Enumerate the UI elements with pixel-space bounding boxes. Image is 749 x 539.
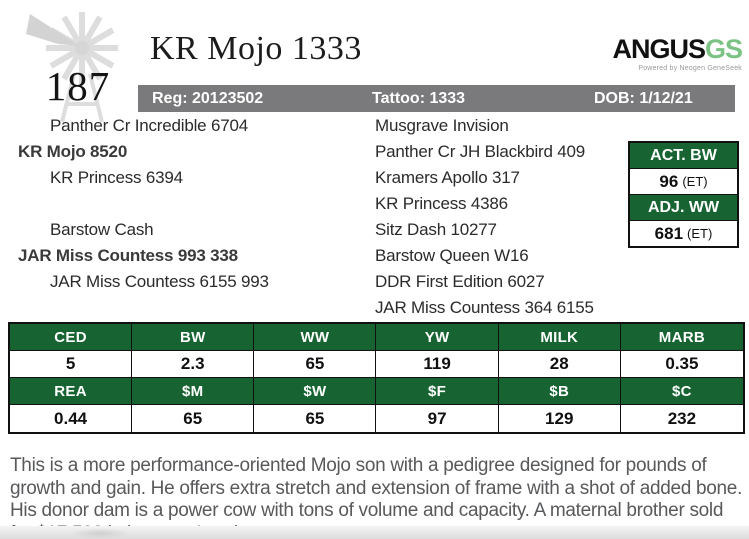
epd-header-dollar-w: $W: [254, 378, 377, 405]
reg-number: Reg: 20123502: [152, 90, 264, 107]
adj-ww-value: 681 (ET): [630, 221, 737, 246]
act-bw-header: ACT. BW: [630, 143, 737, 169]
pedigree-sire-grandsire: Panther Cr Incredible 6704: [50, 116, 248, 135]
epd-value-yw: 119: [376, 351, 499, 378]
gs-logo-text: GS: [704, 34, 743, 64]
birth-date: DOB: 1/12/21: [594, 90, 693, 107]
epd-header-yw: YW: [376, 324, 499, 351]
epd-value-milk: 28: [498, 351, 621, 378]
epd-value-dollar-f: 97: [376, 405, 499, 432]
windmill-logo-watermark: [26, 12, 118, 123]
act-bw-number: 96: [659, 171, 679, 191]
epd-value-bw: 2.3: [132, 351, 255, 378]
act-bw-value: 96 (ET): [630, 169, 737, 195]
pedigree-ancestor: JAR Miss Countess 364 6155: [375, 298, 594, 317]
epd-header-dollar-c: $C: [620, 378, 743, 405]
pedigree-sire: KR Mojo 8520: [18, 142, 128, 161]
pedigree-dam-grandsire: Barstow Cash: [50, 220, 154, 239]
logo-wordmark: ANGUSGS: [612, 34, 743, 64]
epd-header-milk: MILK: [498, 324, 621, 351]
pedigree-ancestor: Panther Cr JH Blackbird 409: [375, 142, 586, 161]
lot-number: 187: [45, 63, 111, 109]
tattoo-number: Tattoo: 1333: [372, 90, 466, 107]
pedigree-ancestor: Musgrave Invision: [375, 116, 509, 135]
next-page-edge: [0, 526, 749, 539]
epd-header-marb: MARB: [620, 324, 743, 351]
epd-header-dollar-f: $F: [376, 378, 499, 405]
epd-value-ced: 5: [10, 351, 133, 378]
logo-tagline: Powered by Neogen GeneSeek: [638, 65, 742, 72]
pedigree-ancestor: DDR First Edition 6027: [375, 272, 545, 291]
pedigree-ancestor: Barstow Queen W16: [375, 246, 529, 265]
pedigree-dam: JAR Miss Countess 993 338: [18, 246, 238, 265]
epd-value-dollar-c: 232: [620, 405, 743, 432]
epd-value-ww: 65: [254, 351, 377, 378]
epd-value-dollar-w: 65: [254, 405, 377, 432]
adj-ww-number: 681: [654, 223, 684, 243]
pedigree-ancestor: Sitz Dash 10277: [375, 220, 497, 239]
epd-header-dollar-m: $M: [132, 378, 255, 405]
adj-ww-et-flag: (ET): [687, 226, 713, 241]
epd-value-dollar-b: 129: [498, 405, 621, 432]
epd-header-rea: REA: [10, 378, 133, 405]
epd-value-marb: 0.35: [620, 351, 743, 378]
epd-value-dollar-m: 65: [132, 405, 255, 432]
epd-header-bw: BW: [132, 324, 255, 351]
epd-table: CED BW WW YW MILK MARB 5 2.3 65 119 28 0…: [8, 322, 745, 434]
pedigree-dam-granddam: JAR Miss Countess 6155 993: [50, 272, 269, 291]
epd-header-dollar-b: $B: [498, 378, 621, 405]
pedigree-ancestor: Kramers Apollo 317: [375, 168, 520, 187]
next-windmill-hint: [70, 528, 130, 539]
epd-header-ww: WW: [254, 324, 377, 351]
epd-value-rea: 0.44: [10, 405, 133, 432]
weight-stats-box: ACT. BW 96 (ET) ADJ. WW 681 (ET): [628, 141, 739, 248]
pedigree-sire-granddam: KR Princess 6394: [50, 168, 183, 187]
epd-header-ced: CED: [10, 324, 133, 351]
pedigree-ancestor: KR Princess 4386: [375, 194, 508, 213]
adj-ww-header: ADJ. WW: [630, 195, 737, 221]
act-bw-et-flag: (ET): [682, 174, 708, 189]
angus-logo-text: ANGUS: [612, 34, 706, 64]
angus-gs-logo: ANGUSGS Powered by Neogen GeneSeek: [612, 34, 743, 73]
animal-name-title: KR Mojo 1333: [150, 30, 362, 67]
registration-bar: Reg: 20123502 Tattoo: 1333 DOB: 1/12/21: [138, 85, 735, 112]
